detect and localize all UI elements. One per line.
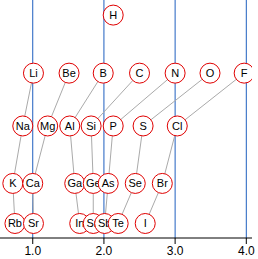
- svg-text:B: B: [100, 67, 107, 79]
- svg-text:P: P: [110, 120, 117, 132]
- html-text:In Sn: In Sn: [75, 217, 100, 230]
- svg-text:C: C: [136, 67, 144, 79]
- svg-text:Rb: Rb: [8, 217, 22, 229]
- svg-text:Ga: Ga: [67, 177, 83, 189]
- svg-text:Si: Si: [86, 120, 96, 132]
- svg-text:Sr: Sr: [28, 217, 39, 229]
- svg-text:1.0: 1.0: [24, 244, 41, 258]
- svg-text:2.0: 2.0: [96, 244, 113, 258]
- svg-text:As: As: [102, 177, 115, 189]
- svg-text:Al: Al: [65, 120, 75, 132]
- svg-text:Br: Br: [157, 177, 168, 189]
- svg-text:Ca: Ca: [26, 177, 41, 189]
- svg-text:Cl: Cl: [172, 120, 182, 132]
- svg-text:H: H: [109, 9, 117, 21]
- svg-text:K: K: [9, 177, 17, 189]
- svg-text:4.0: 4.0: [238, 244, 250, 258]
- svg-text:3.0: 3.0: [167, 244, 184, 258]
- svg-text:Mg: Mg: [40, 120, 55, 132]
- svg-text:Sb: Sb: [97, 217, 112, 230]
- svg-text:Be: Be: [62, 67, 75, 79]
- svg-text:Ge: Ge: [85, 177, 101, 190]
- svg-text:F: F: [241, 67, 248, 79]
- svg-text:Se: Se: [129, 177, 142, 189]
- svg-text:N: N: [171, 67, 179, 79]
- svg-text:Te: Te: [112, 217, 124, 229]
- svg-text:S: S: [139, 120, 146, 132]
- svg-text:I: I: [144, 217, 147, 229]
- svg-text:Na: Na: [16, 120, 31, 132]
- svg-text:Li: Li: [29, 67, 38, 79]
- svg-text:O: O: [206, 67, 215, 79]
